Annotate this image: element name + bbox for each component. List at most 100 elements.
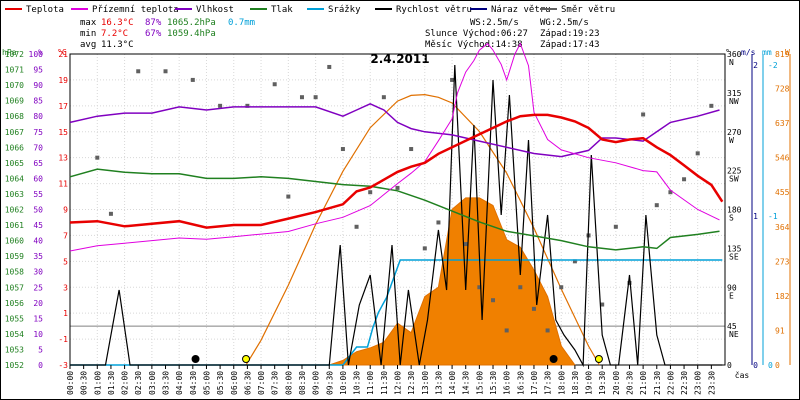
wind-direction-point (327, 64, 332, 69)
wind-speed-now: WS:2.5m/s (470, 18, 519, 28)
wind-direction-point (381, 95, 386, 100)
temp-axis-tick: 13 (58, 154, 68, 163)
legend-label-rychlost-vetru: Rychlost větru (396, 5, 472, 15)
x-tick-label: 03:30 (162, 371, 171, 395)
sunset-marker (594, 355, 603, 363)
hpa-axis-tick: 1067 (5, 128, 24, 137)
x-tick-label: 20:00 (612, 371, 621, 395)
x-tick-label: 11:30 (380, 371, 389, 395)
wind-speed-axis-tick: 2 (753, 61, 758, 70)
legend-label-naraz-vetru: Náraz větru (491, 5, 551, 15)
x-tick-label: 03:00 (148, 371, 157, 395)
series-rain (70, 259, 723, 366)
x-tick-label: 01:30 (107, 371, 116, 395)
sunrise-marker (242, 355, 251, 363)
humidity-axis-tick: 90 (33, 81, 43, 90)
rain-axis-tick: -2 (768, 61, 778, 70)
max-hum: 87% (145, 18, 162, 28)
x-tick-label: 15:00 (475, 371, 484, 395)
direction-label: NE (729, 330, 739, 339)
x-tick-label: 07:30 (271, 371, 280, 395)
legend-label-vlhkost: Vlhkost (196, 5, 234, 15)
hpa-axis-tick: 1065 (5, 159, 24, 168)
direction-axis-tick: 90 (727, 283, 737, 292)
x-axis-label: čas (735, 370, 750, 380)
humidity-axis-tick: 70 (33, 143, 43, 152)
x-tick-label: 11:00 (366, 371, 375, 395)
humidity-axis-unit: % (38, 48, 43, 57)
rain-total: 0.7mm (228, 18, 255, 28)
temp-axis-tick: 9 (63, 206, 68, 215)
rain-axis-tick: -1 (768, 212, 778, 221)
x-tick-label: 18:00 (557, 371, 566, 395)
moonset-marker (549, 355, 558, 363)
wind-direction-point (409, 147, 414, 152)
wind-direction-point (108, 211, 113, 216)
temp-axis-tick: 19 (58, 76, 68, 85)
legend: Teplota Přízemní teplota Vlhkost Tlak Srážky… (5, 5, 615, 15)
x-tick-label: 20:30 (625, 371, 634, 395)
chart-title: 2.4.2011 (370, 52, 429, 66)
wind-direction-point (395, 185, 400, 190)
wind-direction-point (436, 220, 441, 225)
wind-direction-point (600, 302, 605, 307)
direction-label: NW (729, 97, 739, 106)
x-axis: 00:00 00:30 01:00 01:30 02:00 02:30 03:00 03:30… (66, 365, 716, 395)
legend-label-teplota: Teplota (26, 5, 64, 15)
legend-label-srazky: Srážky (328, 5, 361, 15)
direction-label: SW (729, 175, 739, 184)
solar-axis-tick: 455 (775, 188, 790, 197)
x-tick-label: 01:00 (93, 371, 102, 395)
direction-axis-tick: 45 (727, 322, 737, 331)
x-tick-label: 00:30 (80, 371, 89, 395)
hpa-axis-tick: 1069 (5, 97, 24, 106)
info-panel: WS:2.5m/s WG:2.5m/s Slunce Východ:06:27 … (425, 18, 600, 50)
wind-direction-point (163, 69, 168, 74)
wind-direction-point (613, 224, 618, 229)
wind-direction-point (709, 103, 714, 108)
x-tick-label: 10:00 (339, 371, 348, 395)
direction-axis-tick: 315 (727, 89, 742, 98)
solar-axis-tick: 546 (775, 154, 790, 163)
temp-axis-tick: 1 (63, 309, 68, 318)
x-tick-label: 09:00 (312, 371, 321, 395)
humidity-axis-tick: 65 (33, 159, 43, 168)
wind-direction-point (463, 242, 468, 247)
temp-axis-tick: 3 (63, 283, 68, 292)
sun-set: Západ:19:23 (540, 29, 600, 39)
direction-axis-tick: 0 (727, 361, 732, 370)
series-humidity (69, 102, 720, 158)
direction-label: W (729, 136, 734, 145)
stats-panel: max 16.3°C 87% 1065.2hPa 0.7mm min 7.2°C… (80, 18, 255, 50)
direction-axis-tick: 360 (727, 50, 742, 59)
direction-axis-unit: ° (725, 48, 730, 57)
humidity-axis-tick: 50 (33, 206, 43, 215)
temp-axis-tick: 7 (63, 231, 68, 240)
x-tick-label: 13:00 (421, 371, 430, 395)
humidity-axis-tick: 45 (33, 221, 43, 230)
legend-label-prizemni-teplota: Přízemní teplota (92, 5, 179, 15)
x-tick-label: 23:30 (707, 371, 716, 395)
wind-direction-point (450, 77, 455, 82)
humidity-axis-tick: 0 (38, 361, 43, 370)
x-tick-label: 21:30 (653, 371, 662, 395)
humidity-axis-tick: 35 (33, 252, 43, 261)
legend-label-tlak: Tlak (271, 5, 293, 15)
wind-direction-point (477, 285, 482, 290)
humidity-axis-tick: 15 (33, 314, 43, 323)
x-tick-label: 17:00 (530, 371, 539, 395)
temp-axis-tick: 21 (58, 50, 68, 59)
solar-axis-tick: 364 (775, 223, 790, 232)
wind-direction-point (668, 190, 673, 195)
hpa-axis-unit: hPa (2, 48, 17, 57)
temp-axis-tick: 5 (63, 257, 68, 266)
wind-direction-point (218, 103, 223, 108)
humidity-axis-tick: 30 (33, 268, 43, 277)
humidity-axis-tick: 80 (33, 112, 43, 121)
x-tick-label: 04:30 (189, 371, 198, 395)
solar-axis-tick: 0 (775, 361, 780, 370)
x-tick-label: 21:00 (639, 371, 648, 395)
x-tick-label: 16:30 (516, 371, 525, 395)
x-tick-label: 19:30 (598, 371, 607, 395)
max-label: max (80, 18, 97, 28)
